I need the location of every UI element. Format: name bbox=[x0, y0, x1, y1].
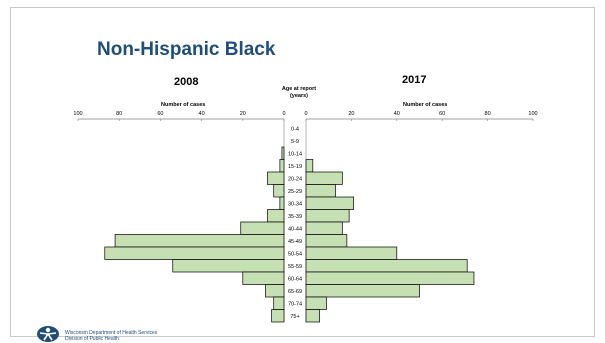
bar-2008 bbox=[240, 221, 285, 235]
bar-2008 bbox=[172, 259, 285, 273]
footer-text: Wisconsin Department of Health Services … bbox=[65, 330, 157, 342]
slide-title: Non-Hispanic Black bbox=[97, 39, 276, 60]
age-group-label: 60-64 bbox=[288, 276, 302, 282]
age-axis-title: Age at report (years) bbox=[281, 86, 317, 99]
age-group-label: 25-29 bbox=[288, 189, 302, 195]
bar-2008 bbox=[273, 184, 285, 198]
bar-2008 bbox=[273, 296, 285, 310]
right-x-tick-label: 0 bbox=[304, 111, 307, 117]
bar-2017 bbox=[305, 159, 314, 173]
bar-2008 bbox=[281, 146, 285, 160]
left-x-tick-label: 100 bbox=[73, 111, 82, 117]
left-x-tick-label: 0 bbox=[282, 111, 285, 117]
right-x-axis-title: Number of cases bbox=[403, 102, 448, 108]
bar-2017 bbox=[305, 284, 420, 298]
left-panel-year: 2008 bbox=[174, 76, 199, 88]
age-group-label: 40-44 bbox=[288, 226, 302, 232]
bar-2008 bbox=[267, 209, 285, 223]
age-group-label: 75+ bbox=[290, 314, 299, 320]
bar-2017 bbox=[305, 259, 468, 273]
left-x-tick-label: 80 bbox=[116, 111, 122, 117]
bar-2017 bbox=[305, 171, 343, 185]
slide: Non-Hispanic Black 2008 2017 Age at repo… bbox=[10, 7, 595, 342]
right-x-tick-label: 60 bbox=[439, 111, 445, 117]
age-group-label: 0-4 bbox=[291, 126, 299, 132]
bar-2008 bbox=[265, 284, 285, 298]
age-group-label: 30-34 bbox=[288, 201, 302, 207]
age-group-label: 55-59 bbox=[288, 264, 302, 270]
left-x-tick-label: 60 bbox=[157, 111, 163, 117]
left-x-axis-title: Number of cases bbox=[161, 102, 206, 108]
age-group-label: 50-54 bbox=[288, 251, 302, 257]
bar-2017 bbox=[305, 209, 350, 223]
bar-2017 bbox=[305, 296, 327, 310]
bar-2017 bbox=[305, 196, 355, 210]
right-panel-year: 2017 bbox=[402, 74, 427, 86]
bar-2008 bbox=[114, 234, 285, 248]
footer-line-1: Wisconsin Department of Health Services bbox=[65, 330, 158, 336]
bar-2008 bbox=[279, 196, 285, 210]
right-x-tick-label: 100 bbox=[528, 111, 537, 117]
age-group-label: 5-9 bbox=[291, 139, 299, 145]
bar-2008 bbox=[104, 246, 285, 260]
bar-2008 bbox=[271, 309, 285, 323]
bar-2017 bbox=[305, 221, 343, 235]
age-group-label: 70-74 bbox=[288, 301, 302, 307]
bar-2008 bbox=[267, 171, 285, 185]
right-x-tick-label: 80 bbox=[485, 111, 491, 117]
bar-2017 bbox=[305, 184, 336, 198]
bar-2017 bbox=[305, 246, 398, 260]
age-group-label: 15-19 bbox=[288, 164, 302, 170]
left-x-tick-label: 40 bbox=[199, 111, 205, 117]
right-x-tick-label: 40 bbox=[394, 111, 400, 117]
footer-line-2: Division of Public Health bbox=[65, 336, 119, 342]
bar-2008 bbox=[279, 159, 285, 173]
left-x-tick-label: 20 bbox=[240, 111, 246, 117]
bar-2008 bbox=[242, 271, 285, 285]
bar-2017 bbox=[305, 271, 475, 285]
age-group-label: 20-24 bbox=[288, 176, 302, 182]
age-group-label: 45-49 bbox=[288, 239, 302, 245]
population-pyramid-chart: 100 80 60 40 20 0 0 20 40 60 80 100 0-4 5-9 10-14 15-19… bbox=[73, 111, 538, 323]
bar-2017 bbox=[305, 309, 320, 323]
age-group-label: 65-69 bbox=[288, 289, 302, 295]
bar-2017 bbox=[305, 234, 348, 248]
age-group-label: 35-39 bbox=[288, 214, 302, 220]
right-x-tick-label: 20 bbox=[348, 111, 354, 117]
age-group-label: 10-14 bbox=[288, 151, 302, 157]
wisconsin-dhs-logo-icon bbox=[37, 326, 59, 342]
